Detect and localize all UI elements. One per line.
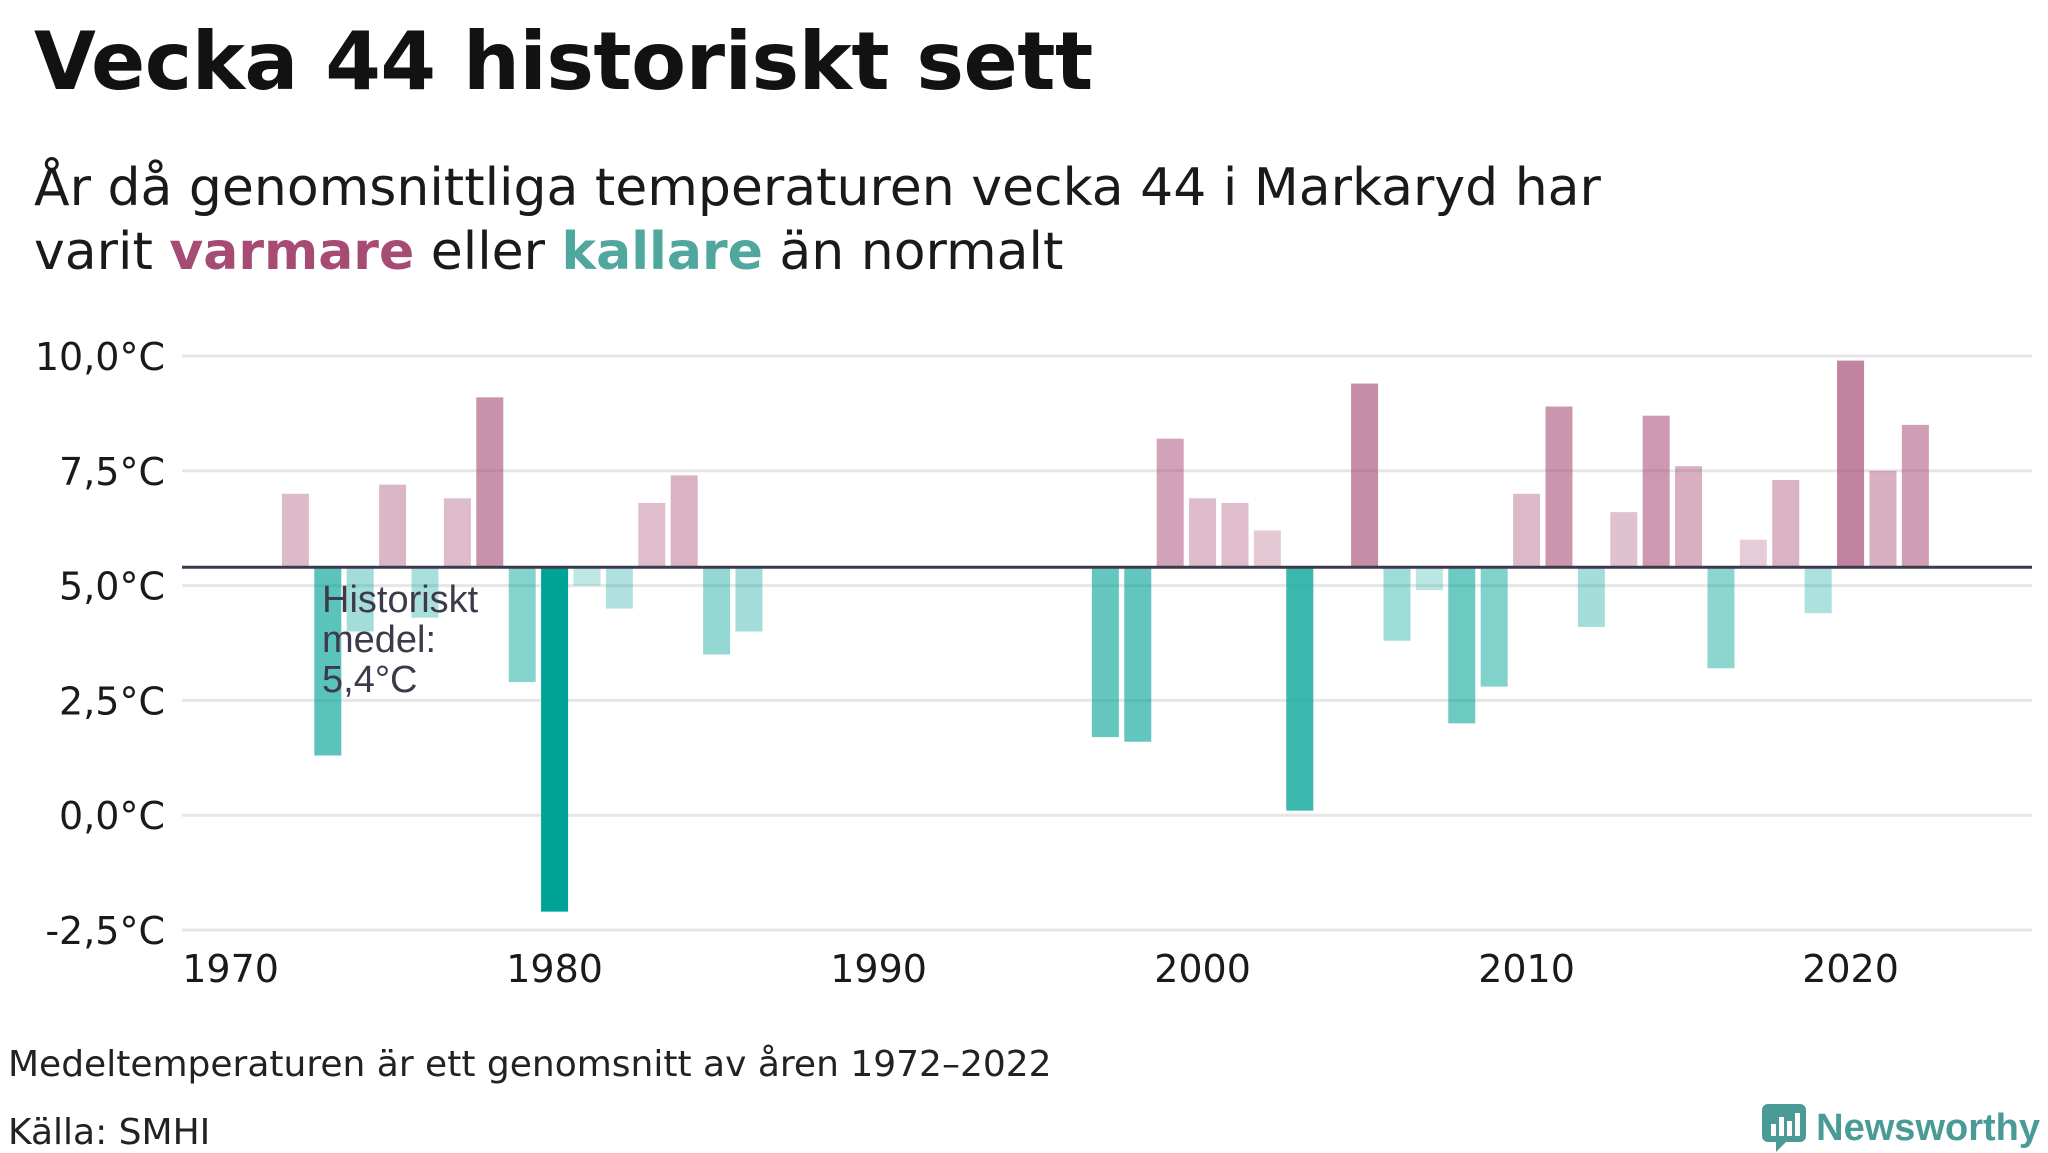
bar: [1901, 424, 1929, 568]
bar: [1124, 567, 1152, 742]
bar: [281, 493, 309, 568]
bar: [1513, 493, 1541, 568]
y-tick-label: 2,5°C: [59, 679, 165, 723]
bar: [1610, 512, 1638, 568]
x-tick-label: 1990: [830, 947, 927, 991]
bar: [573, 567, 601, 586]
mean-annotation-line: 5,4°C: [322, 659, 417, 701]
bar: [1156, 438, 1184, 568]
bar: [443, 498, 471, 568]
bar: [1351, 383, 1379, 568]
x-tick-label: 1980: [506, 947, 603, 991]
bar: [1383, 567, 1411, 641]
y-tick-label: 7,5°C: [59, 450, 165, 494]
bar: [541, 567, 569, 912]
bar: [1091, 567, 1119, 738]
mean-annotation: Historiskt medel: 5,4°C: [322, 579, 479, 701]
subtitle-warm-label: varmare: [169, 222, 415, 282]
x-tick-label: 2020: [1802, 947, 1899, 991]
bar: [1577, 567, 1605, 627]
x-tick-label: 2000: [1154, 947, 1251, 991]
bar: [1448, 567, 1476, 724]
bar: [1253, 530, 1281, 568]
bar: [1415, 567, 1443, 591]
subtitle-varit: varit: [34, 222, 153, 282]
subtitle-end: än normalt: [779, 222, 1064, 282]
bar: [476, 397, 504, 568]
footer-source: Källa: SMHI: [8, 1112, 211, 1153]
y-tick-label: 5,0°C: [59, 565, 165, 609]
newsworthy-logo-text: Newsworthy: [1816, 1106, 2040, 1149]
y-tick-label: 0,0°C: [59, 794, 165, 838]
bar: [1675, 466, 1703, 568]
x-tick-label: 1970: [182, 947, 279, 991]
bar: [638, 502, 666, 568]
bar: [605, 567, 633, 609]
bar: [1707, 567, 1735, 669]
bar: [346, 567, 374, 632]
mean-annotation-line: Historiskt: [322, 579, 479, 621]
bar: [1772, 479, 1800, 568]
y-tick-label: -2,5°C: [45, 909, 165, 953]
bar: [1804, 567, 1832, 614]
footer-note: Medeltemperaturen är ett genomsnitt av å…: [8, 1044, 1052, 1085]
bar: [411, 567, 439, 618]
bar: [1286, 567, 1314, 811]
bar: [1642, 415, 1670, 568]
chart-title: Vecka 44 historiskt sett: [34, 15, 1093, 108]
y-tick-label: 10,0°C: [35, 335, 165, 379]
newsworthy-logo-icon: [1762, 1104, 1807, 1152]
bar: [1221, 502, 1249, 568]
mean-annotation-line: medel:: [322, 619, 436, 661]
bar-chart: -2,5°C 0,0°C 2,5°C 5,0°C 7,5°C 10,0°C 1970 1980…: [35, 335, 2032, 991]
subtitle-cold-label: kallare: [561, 222, 763, 282]
bar: [735, 567, 763, 632]
subtitle-eller: eller: [430, 222, 546, 282]
newsworthy-logo: Newsworthy: [1762, 1104, 2040, 1152]
bar: [670, 475, 698, 568]
bar: [703, 567, 731, 655]
bar: [1189, 498, 1217, 568]
x-tick-label: 2010: [1478, 947, 1575, 991]
chart-subtitle: År då genomsnittliga temperaturen vecka …: [34, 156, 1601, 284]
bar: [1869, 470, 1897, 568]
subtitle-line-2: varit varmare eller kallare än normalt: [34, 220, 1601, 284]
bar: [314, 567, 342, 756]
bar: [1837, 360, 1865, 568]
bar: [508, 567, 536, 683]
bar: [1480, 567, 1508, 687]
bar: [379, 484, 407, 568]
subtitle-line-1: År då genomsnittliga temperaturen vecka …: [34, 158, 1601, 218]
bar: [1545, 406, 1573, 568]
bar: [1739, 539, 1767, 568]
